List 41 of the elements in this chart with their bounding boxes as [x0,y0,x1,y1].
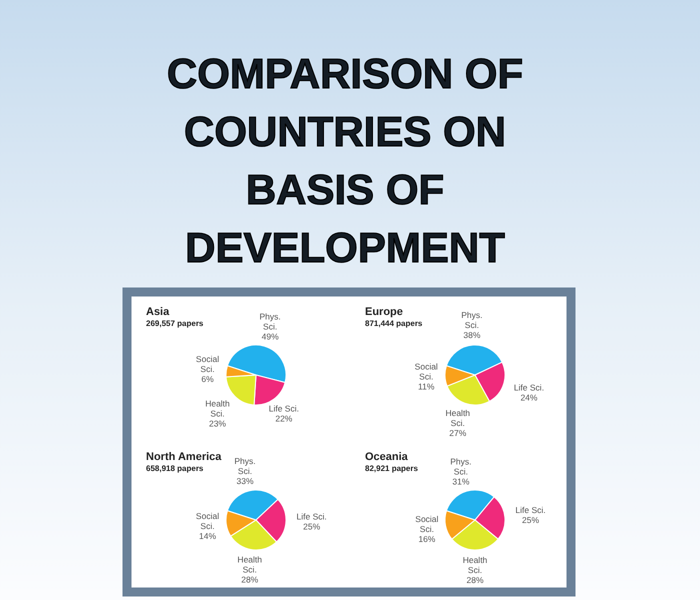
chart-title: North America [146,451,222,463]
text: 82,921 papers [365,464,418,473]
slice-label: Phys. Sci. [450,456,472,476]
slice-label: Life Sci. [268,403,299,414]
text: COMPARISON OF COUNTRIES ON BASIS OF DEVELOPMENT [166,50,524,271]
slice-label: Health Sci. [205,398,230,419]
data-label: 38% [463,330,481,340]
slice-label: Life Sci. [514,382,544,393]
chart-title: Europe [365,306,403,318]
data-label: 11% [418,382,435,392]
data-label: 27% [449,428,467,438]
slice-label: Social Sci. [414,362,438,382]
data-label: 25% [522,514,540,525]
text: 871,444 papers [365,319,423,328]
data-label: 25% [303,522,321,532]
slice-label: Social Sci. [415,514,439,534]
data-label: 6% [201,374,214,384]
data-label: 24% [520,392,538,403]
chart-title: Oceania [365,451,409,463]
slice-label: Health Sci. [237,554,262,575]
slice-label: Life Sci. [296,512,327,522]
chart-title: Asia [146,306,170,318]
data-label: 23% [208,418,226,429]
data-label: 33% [236,476,254,486]
data-label: 31% [452,476,470,486]
slice-label: Life Sci. [515,504,546,515]
slice-label: Health Sci. [445,408,470,428]
slice-label: Social Sci. [196,354,220,374]
slice-label: Phys. Sci. [259,311,281,332]
data-label: 49% [262,331,280,342]
data-label: 28% [241,574,259,585]
data-label: 22% [275,413,293,424]
slice-label: Phys. Sci. [461,310,482,330]
text: 269,557 papers [146,319,204,328]
slice-label: Phys. Sci. [234,456,256,476]
slice-label: Social Sci. [196,511,220,532]
data-label: 14% [199,531,216,542]
slice-label: Health Sci. [462,555,488,575]
text: 658,918 papers [146,464,204,473]
data-label: 16% [418,534,436,544]
data-label: 28% [466,575,484,585]
